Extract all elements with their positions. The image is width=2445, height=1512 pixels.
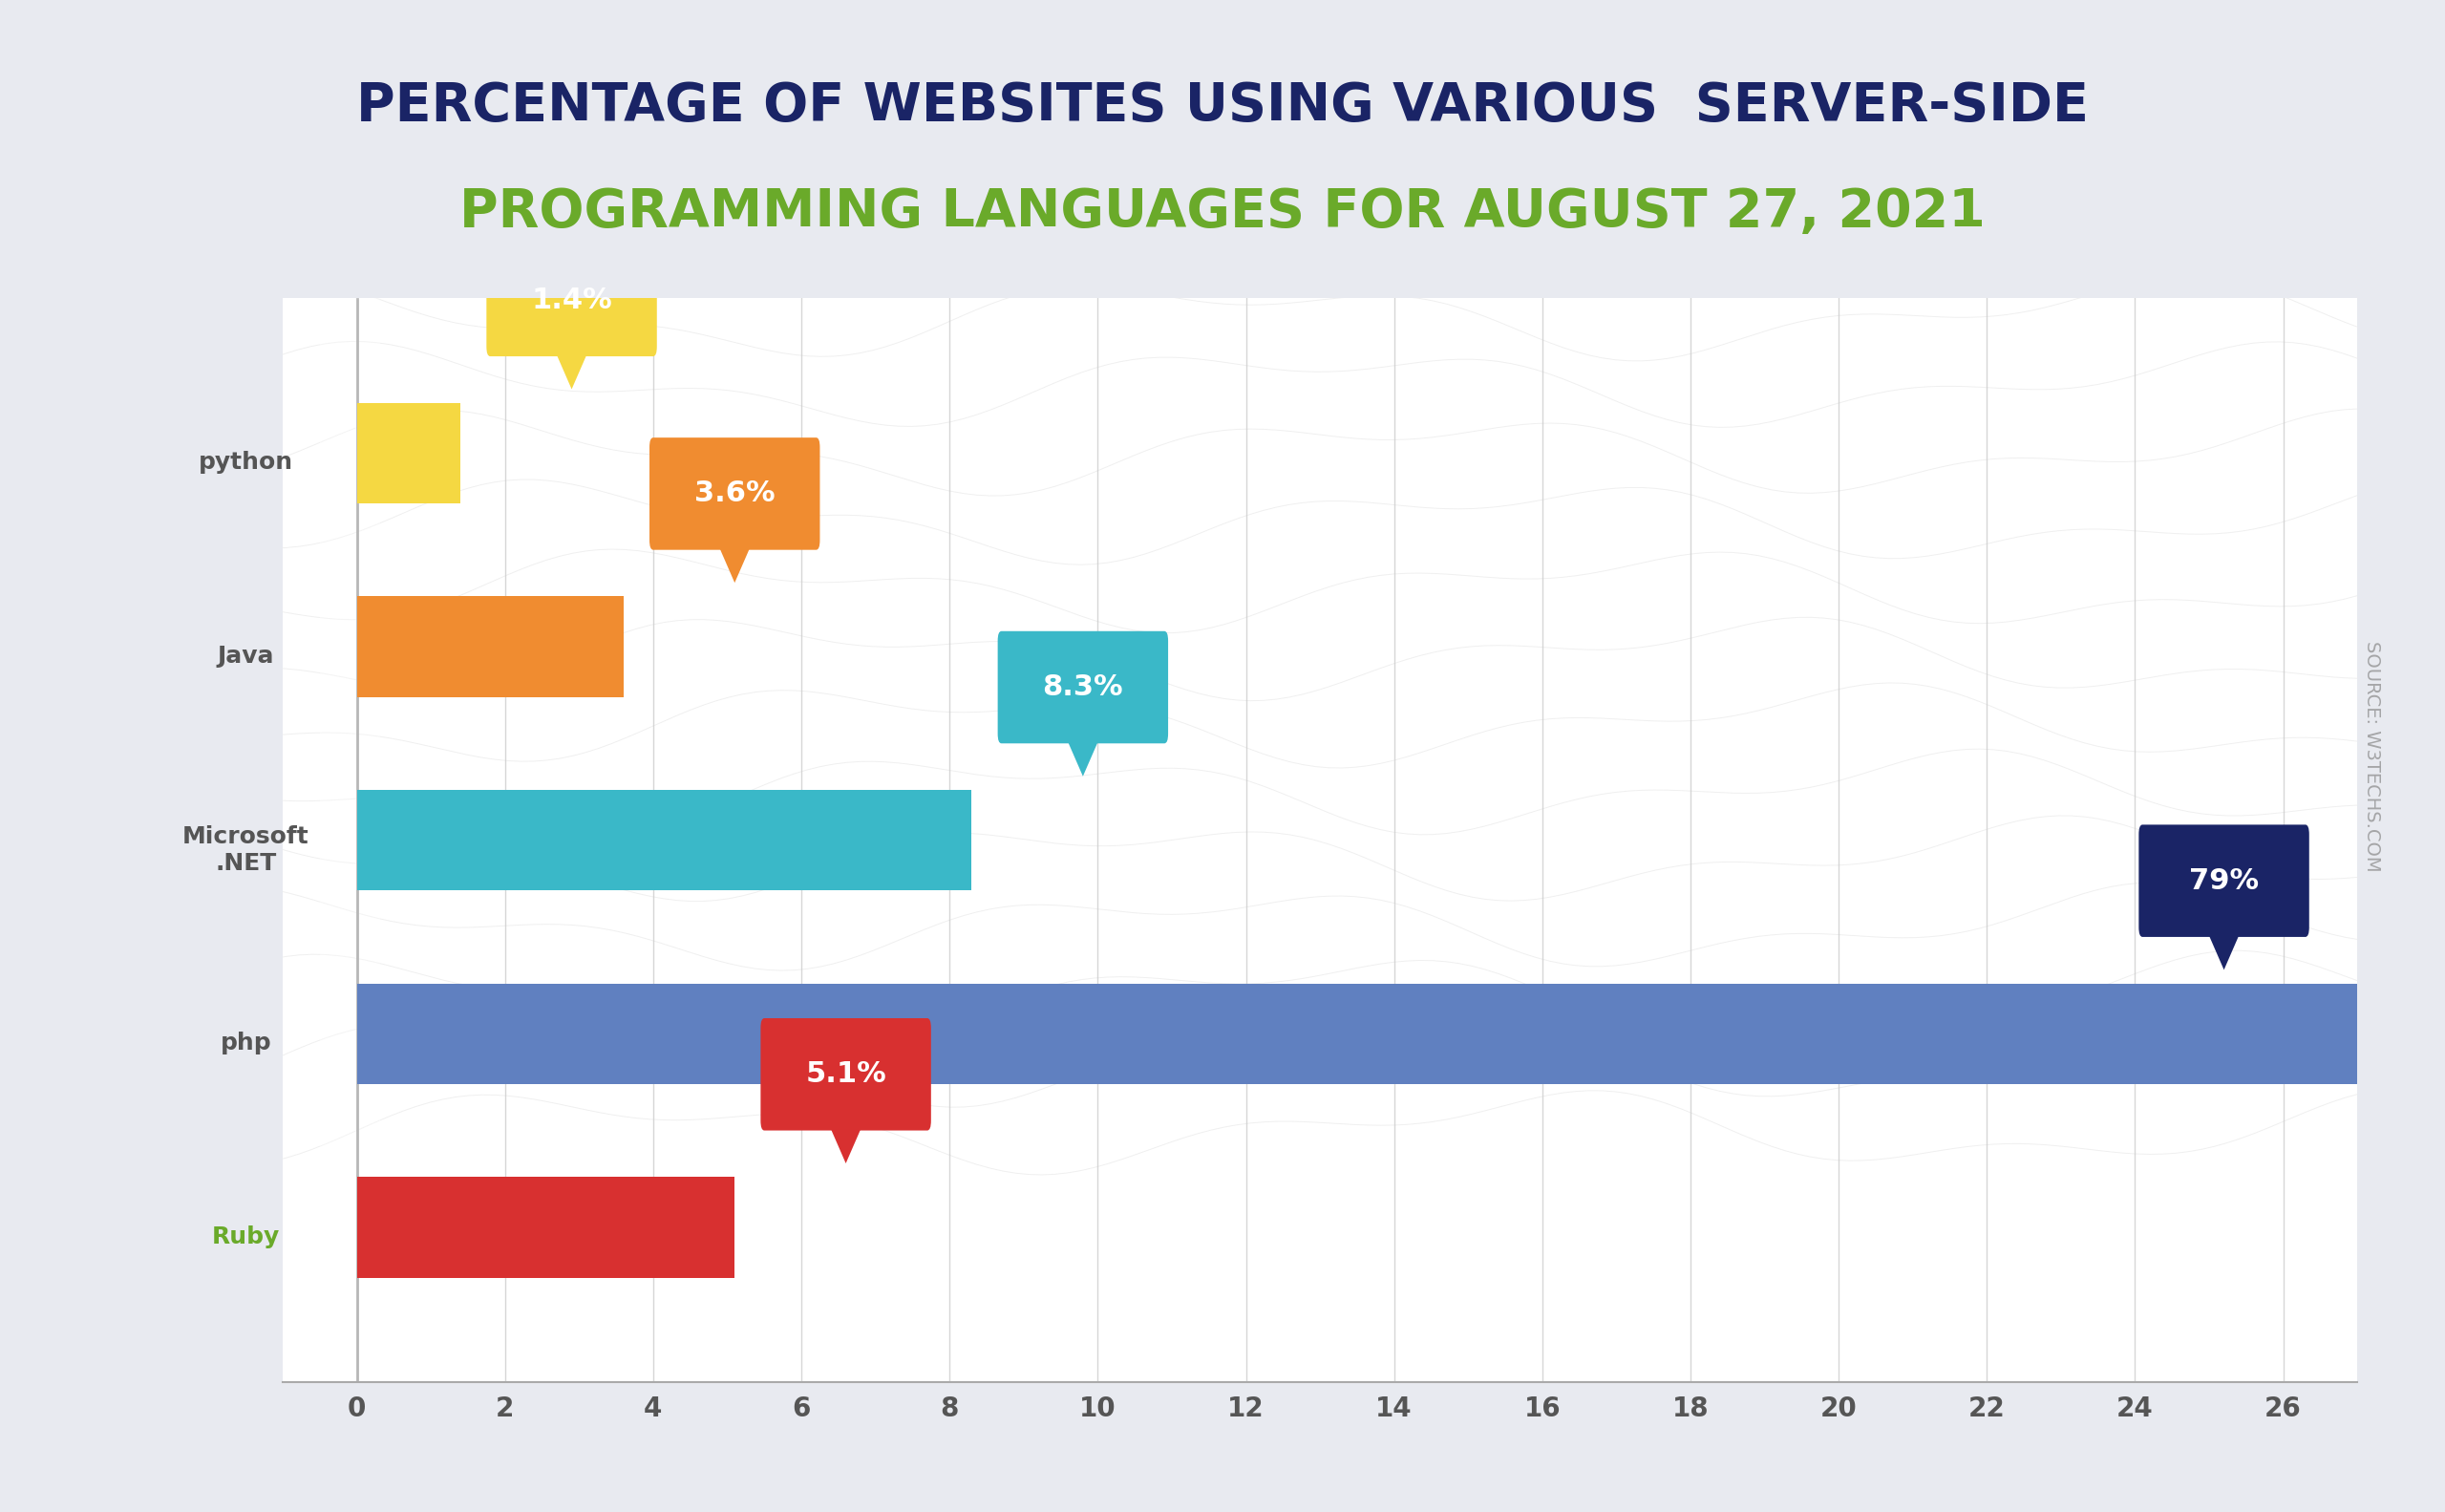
- FancyBboxPatch shape: [650, 437, 819, 550]
- Polygon shape: [553, 346, 589, 389]
- Bar: [357, 983, 2445, 1084]
- FancyBboxPatch shape: [487, 243, 658, 357]
- Text: 3.6%: 3.6%: [694, 479, 775, 508]
- Circle shape: [222, 1107, 269, 1231]
- Bar: [357, 402, 460, 503]
- Circle shape: [222, 913, 269, 1037]
- Polygon shape: [716, 540, 753, 582]
- Bar: [357, 789, 971, 891]
- Bar: [357, 1176, 734, 1278]
- Bar: [320, 298, 379, 1382]
- Polygon shape: [2205, 927, 2242, 969]
- FancyBboxPatch shape: [998, 631, 1169, 744]
- Circle shape: [222, 720, 269, 844]
- Polygon shape: [826, 1120, 866, 1163]
- FancyBboxPatch shape: [2139, 824, 2308, 937]
- Text: PROGRAMMING LANGUAGES FOR AUGUST 27, 2021: PROGRAMMING LANGUAGES FOR AUGUST 27, 202…: [460, 186, 1985, 237]
- Text: Java: Java: [218, 644, 274, 668]
- Polygon shape: [1064, 733, 1100, 776]
- Circle shape: [222, 333, 269, 457]
- Text: php: php: [220, 1031, 271, 1055]
- Text: Microsoft
.NET: Microsoft .NET: [183, 826, 308, 874]
- Text: PERCENTAGE OF WEBSITES USING VARIOUS  SERVER-SIDE: PERCENTAGE OF WEBSITES USING VARIOUS SER…: [357, 80, 2088, 132]
- Circle shape: [222, 526, 269, 650]
- Bar: [357, 596, 623, 697]
- Text: 5.1%: 5.1%: [804, 1060, 885, 1089]
- Text: 1.4%: 1.4%: [531, 286, 611, 314]
- FancyBboxPatch shape: [760, 1018, 932, 1131]
- Text: python: python: [198, 451, 293, 475]
- Text: Ruby: Ruby: [213, 1225, 279, 1249]
- Text: SOURCE: W3TECHS.COM: SOURCE: W3TECHS.COM: [2362, 641, 2381, 871]
- Text: 79%: 79%: [2188, 866, 2259, 895]
- Text: 8.3%: 8.3%: [1042, 673, 1122, 702]
